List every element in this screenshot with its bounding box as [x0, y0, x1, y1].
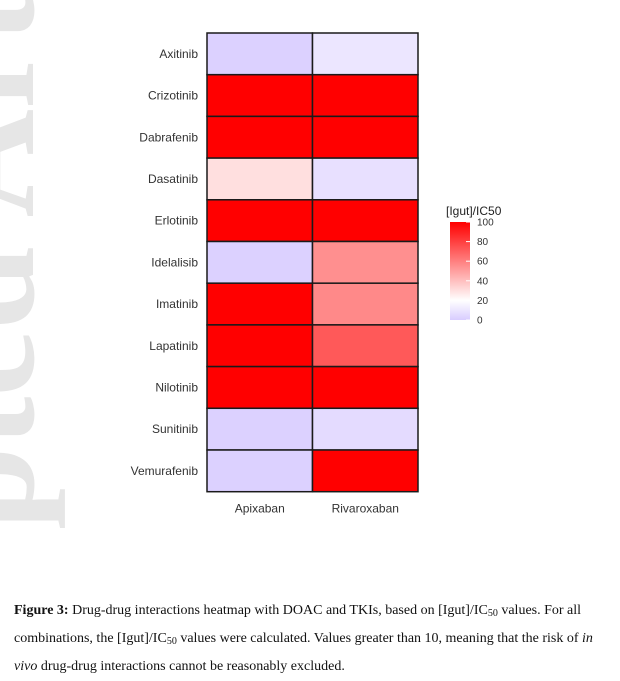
- heatmap-cell: [311, 407, 419, 451]
- column-label: Apixaban: [235, 502, 285, 516]
- column-label: Rivaroxaban: [332, 502, 399, 516]
- heatmap-cell: [206, 282, 314, 326]
- heatmap-cell: [206, 449, 314, 493]
- heatmap-cell: [311, 240, 419, 284]
- heatmap-cell: [206, 407, 314, 451]
- heatmap-cell: [311, 449, 419, 493]
- row-label: Crizotinib: [148, 89, 198, 103]
- heatmap-cell: [311, 282, 419, 326]
- legend-tick-label: 80: [477, 237, 489, 248]
- heatmap-cell: [311, 324, 419, 368]
- legend-tick-label: 100: [477, 218, 494, 229]
- heatmap-cell: [206, 324, 314, 368]
- row-label: Sunitinib: [152, 422, 198, 436]
- heatmap-cell: [206, 365, 314, 410]
- heatmap-cell: [206, 240, 314, 284]
- row-label: Erlotinib: [155, 214, 199, 228]
- caption-text-2: values. For all combinations, the [Igut]…: [14, 603, 582, 646]
- column-labels: Apixaban Rivaroxaban: [235, 502, 399, 516]
- row-label: Vemurafenib: [131, 464, 199, 478]
- legend-tick-label: 20: [477, 296, 489, 307]
- heatmap-cells: [206, 32, 419, 493]
- figure-caption: Figure 3: Drug-drug interactions heatmap…: [14, 597, 614, 681]
- heatmap-cell: [206, 199, 314, 243]
- caption-sub-1: 50: [487, 608, 498, 619]
- heatmap-cell: [311, 157, 419, 201]
- row-label: Idelalisib: [151, 255, 198, 269]
- heatmap-cell: [206, 32, 314, 76]
- legend-tick-label: 0: [477, 316, 483, 327]
- heatmap-cell: [206, 115, 314, 159]
- caption-text-4: drug-drug interactions cannot be reasona…: [37, 659, 345, 674]
- row-label: Axitinib: [159, 47, 198, 61]
- legend-tick-label: 60: [477, 257, 489, 268]
- caption-text-1: Drug-drug interactions heatmap with DOAC…: [68, 603, 488, 618]
- caption-label: Figure 3:: [14, 603, 69, 618]
- heatmap-cell: [311, 32, 419, 76]
- row-labels: Axitinib Crizotinib Dabrafenib Dasatinib Erl…: [131, 47, 199, 478]
- heatmap-cell: [311, 365, 419, 410]
- heatmap-cell: [206, 157, 314, 201]
- row-label: Imatinib: [156, 297, 198, 311]
- heatmap-cell: [311, 115, 419, 159]
- caption-text-3: values were calculated. Values greater t…: [176, 631, 583, 646]
- heatmap-figure: Axitinib Crizotinib Dabrafenib Dasatinib Erl…: [131, 32, 502, 516]
- caption-italic: in vivo: [14, 631, 593, 674]
- row-label: Dasatinib: [148, 172, 198, 186]
- legend-tick-label: 40: [477, 276, 489, 287]
- heatmap-cell: [206, 73, 314, 118]
- heatmap-cell: [311, 199, 419, 243]
- legend-title: [Igut]/IC50: [446, 204, 502, 218]
- heatmap-cell: [311, 73, 419, 118]
- caption-sub-2: 50: [166, 636, 177, 647]
- row-label: Nilotinib: [155, 380, 198, 394]
- row-label: Lapatinib: [149, 339, 198, 353]
- row-label: Dabrafenib: [139, 130, 198, 144]
- legend: [Igut]/IC50 100 80 60 40 20 0: [446, 204, 502, 327]
- legend-colorbar: [450, 222, 470, 320]
- legend-ticks: 100 80 60 40 20 0: [466, 218, 494, 327]
